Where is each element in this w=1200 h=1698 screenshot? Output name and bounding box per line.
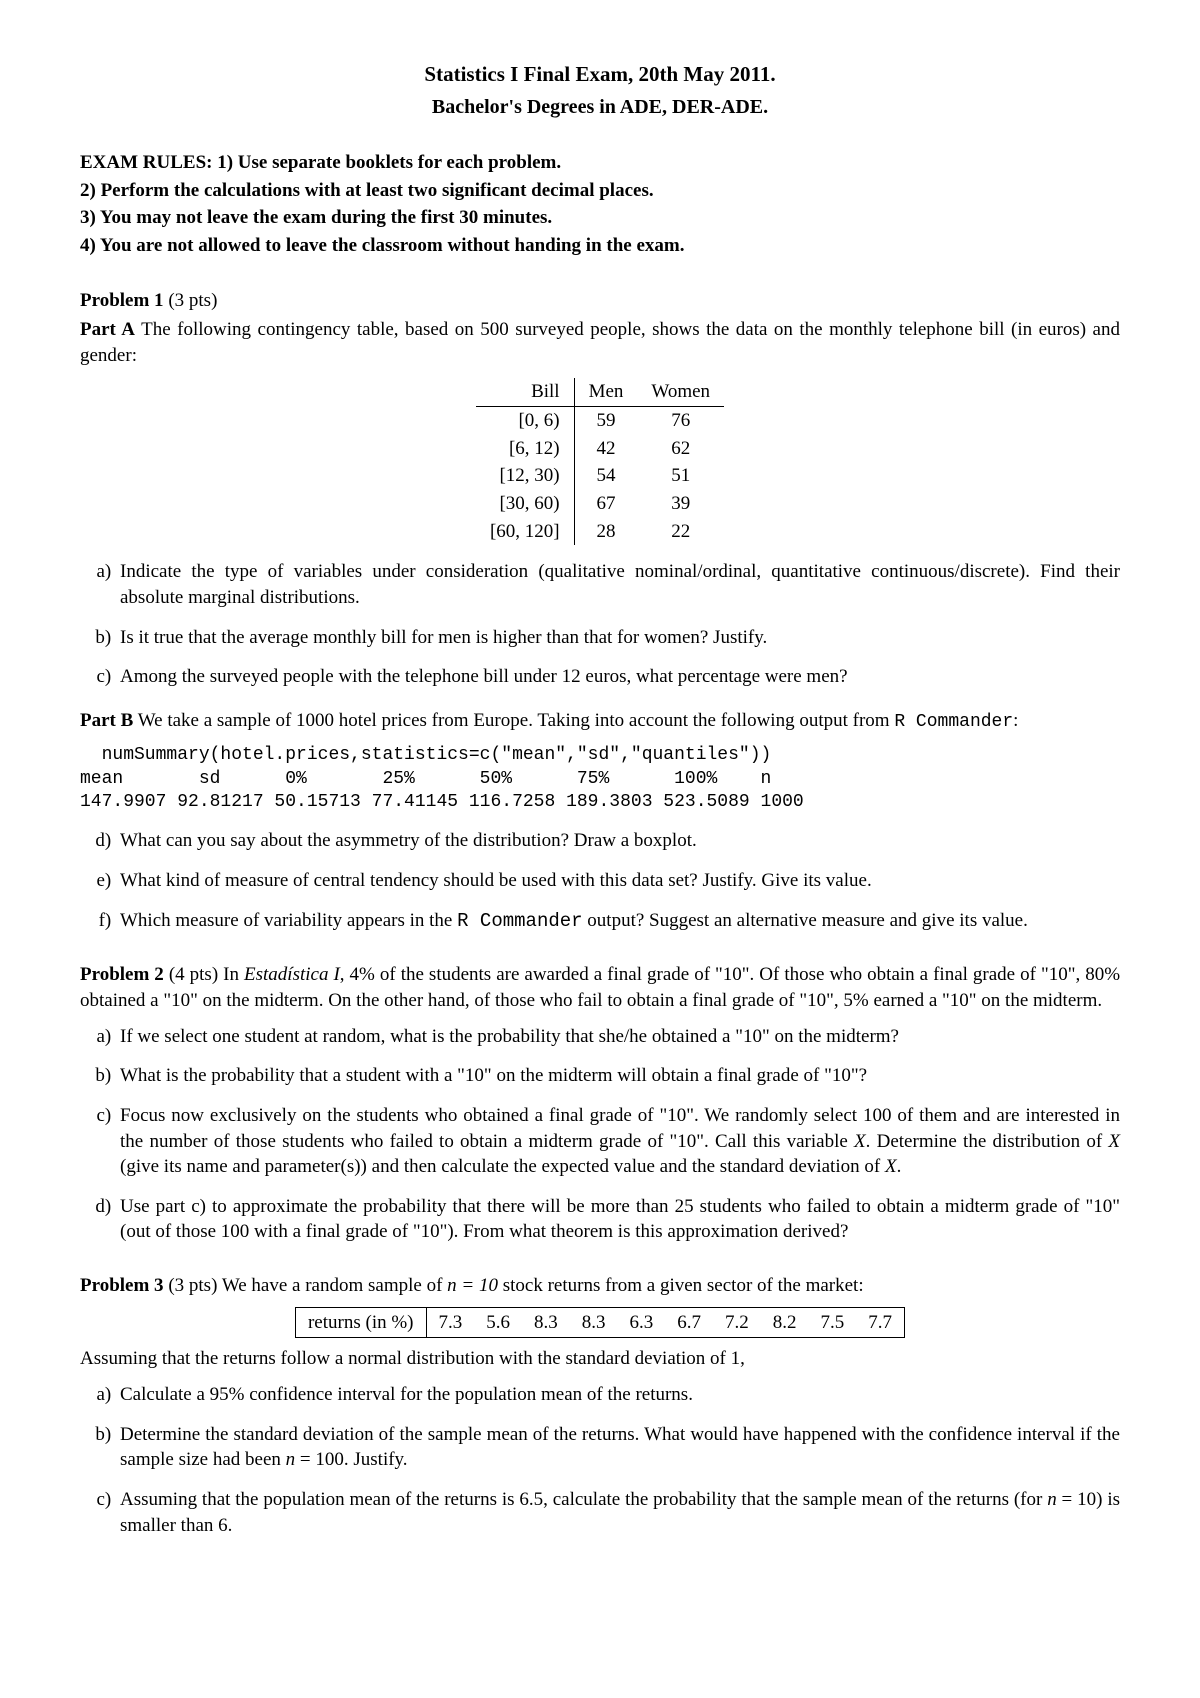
table-row: [0, 6)5976 <box>476 407 724 435</box>
problem-1-header: Problem 1 (3 pts) <box>80 288 1120 314</box>
returns-cell: 8.3 <box>522 1307 570 1338</box>
page-title: Statistics I Final Exam, 20th May 2011. <box>80 60 1120 88</box>
p2-questions: If we select one student at random, what… <box>80 1024 1120 1245</box>
ctable-header-row: Bill Men Women <box>476 378 724 406</box>
p1-points: (3 pts) <box>168 290 217 311</box>
problem-1: Problem 1 (3 pts) Part A The following c… <box>80 288 1120 935</box>
ctable-cell: 28 <box>574 518 637 546</box>
ctable-cell: 39 <box>637 490 724 518</box>
p1-q-b: Is it true that the average monthly bill… <box>116 625 1120 651</box>
p2-q-c: Focus now exclusively on the students wh… <box>116 1103 1120 1180</box>
ctable-cell: [12, 30) <box>476 462 574 490</box>
ctable-col-women: Women <box>637 378 724 406</box>
problem-2-header: Problem 2 (4 pts) In Estadística I, 4% o… <box>80 962 1120 1013</box>
ctable-cell: 22 <box>637 518 724 546</box>
p2-q-b: What is the probability that a student w… <box>116 1063 1120 1089</box>
p1-partA-text: The following contingency table, based o… <box>80 319 1120 366</box>
ctable-cell: 62 <box>637 435 724 463</box>
p1-partB-label: Part B <box>80 710 133 731</box>
ctable-col-bill: Bill <box>476 378 574 406</box>
p1-partA-label: Part A <box>80 319 135 340</box>
returns-label: returns (in %) <box>295 1307 426 1338</box>
p3-text-after: stock returns from a given sector of the… <box>498 1275 864 1296</box>
p1-q-f: Which measure of variability appears in … <box>116 908 1120 935</box>
p1-heading: Problem 1 <box>80 290 164 311</box>
ctable-cell: [60, 120] <box>476 518 574 546</box>
returns-cell: 5.6 <box>474 1307 522 1338</box>
rule-1: 1) Use separate booklets for each proble… <box>217 152 561 173</box>
ctable-cell: [30, 60) <box>476 490 574 518</box>
returns-cell: 7.3 <box>426 1307 474 1338</box>
p1-partA-questions: Indicate the type of variables under con… <box>80 559 1120 690</box>
p1-partA: Part A The following contingency table, … <box>80 317 1120 368</box>
returns-table: returns (in %) 7.3 5.6 8.3 8.3 6.3 6.7 7… <box>295 1307 905 1339</box>
ctable-cell: [0, 6) <box>476 407 574 435</box>
exam-page: Statistics I Final Exam, 20th May 2011. … <box>0 0 1200 1698</box>
p2-points: (4 pts) <box>169 964 218 985</box>
p1-partB-text-after: : <box>1013 710 1018 731</box>
p3-heading: Problem 3 <box>80 1275 164 1296</box>
returns-cell: 6.3 <box>618 1307 666 1338</box>
p1-q-c: Among the surveyed people with the telep… <box>116 664 1120 690</box>
table-row: [12, 30)5451 <box>476 462 724 490</box>
exam-rules: EXAM RULES: 1) Use separate booklets for… <box>80 149 1120 259</box>
contingency-table: Bill Men Women [0, 6)5976 [6, 12)4262 [1… <box>476 378 724 545</box>
returns-cell: 8.3 <box>570 1307 618 1338</box>
ctable-col-men: Men <box>574 378 637 406</box>
page-subtitle: Bachelor's Degrees in ADE, DER-ADE. <box>80 94 1120 121</box>
p2-q-a: If we select one student at random, what… <box>116 1024 1120 1050</box>
ctable-body: [0, 6)5976 [6, 12)4262 [12, 30)5451 [30,… <box>476 407 724 546</box>
ctable-cell: 54 <box>574 462 637 490</box>
p3-q-b: Determine the standard deviation of the … <box>116 1422 1120 1473</box>
p3-text-before: We have a random sample of <box>222 1275 447 1296</box>
p1-partB-text-before: We take a sample of 1000 hotel prices fr… <box>138 710 895 731</box>
p3-q-c: Assuming that the population mean of the… <box>116 1487 1120 1538</box>
table-row: [30, 60)6739 <box>476 490 724 518</box>
ctable-cell: 59 <box>574 407 637 435</box>
returns-cell: 7.5 <box>809 1307 857 1338</box>
p1-q-e: What kind of measure of central tendency… <box>116 868 1120 894</box>
returns-cell: 7.2 <box>713 1307 761 1338</box>
rule-4: 4) You are not allowed to leave the clas… <box>80 235 684 256</box>
ctable-cell: 42 <box>574 435 637 463</box>
returns-cell: 7.7 <box>856 1307 904 1338</box>
returns-cell: 8.2 <box>761 1307 809 1338</box>
p3-questions: Calculate a 95% confidence interval for … <box>80 1382 1120 1538</box>
p1-partB-questions: What can you say about the asymmetry of … <box>80 828 1120 934</box>
p2-q-d: Use part c) to approximate the probabili… <box>116 1194 1120 1245</box>
rule-3: 3) You may not leave the exam during the… <box>80 207 552 228</box>
ctable-cell: 67 <box>574 490 637 518</box>
table-row: [6, 12)4262 <box>476 435 724 463</box>
p3-n-eq: n = 10 <box>447 1275 498 1296</box>
p3-points: (3 pts) <box>168 1275 217 1296</box>
table-row: [60, 120]2822 <box>476 518 724 546</box>
p1-q-a: Indicate the type of variables under con… <box>116 559 1120 610</box>
returns-cell: 6.7 <box>665 1307 713 1338</box>
rule-2: 2) Perform the calculations with at leas… <box>80 180 654 201</box>
r-output: numSummary(hotel.prices,statistics=c("me… <box>80 744 1120 814</box>
returns-row: returns (in %) 7.3 5.6 8.3 8.3 6.3 6.7 7… <box>295 1307 904 1338</box>
p1-partB-mono: R Commander <box>894 712 1013 732</box>
problem-3-header: Problem 3 (3 pts) We have a random sampl… <box>80 1273 1120 1299</box>
ctable-cell: [6, 12) <box>476 435 574 463</box>
p2-heading: Problem 2 <box>80 964 164 985</box>
p3-assume: Assuming that the returns follow a norma… <box>80 1346 1120 1372</box>
problem-2: Problem 2 (4 pts) In Estadística I, 4% o… <box>80 962 1120 1245</box>
problem-3: Problem 3 (3 pts) We have a random sampl… <box>80 1273 1120 1538</box>
p1-partB: Part B We take a sample of 1000 hotel pr… <box>80 708 1120 734</box>
p1-q-d: What can you say about the asymmetry of … <box>116 828 1120 854</box>
rules-prefix: EXAM RULES: <box>80 152 217 173</box>
ctable-cell: 76 <box>637 407 724 435</box>
p3-q-a: Calculate a 95% confidence interval for … <box>116 1382 1120 1408</box>
ctable-cell: 51 <box>637 462 724 490</box>
